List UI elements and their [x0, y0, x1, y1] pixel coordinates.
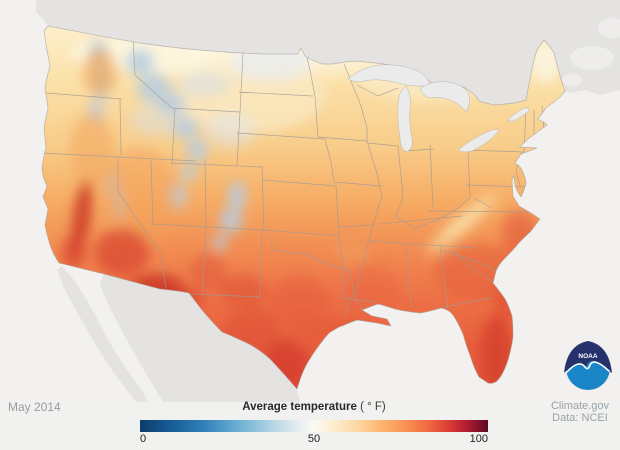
temperature-colorbar [140, 420, 488, 432]
noaa-logo-text: NOAA [578, 353, 597, 360]
legend-title-text: Average temperature [242, 401, 357, 413]
credit-data: Data: NCEI [552, 412, 608, 424]
gulf-st-lawrence [562, 18, 620, 86]
lake-michigan [397, 85, 413, 153]
great-lakes [347, 64, 530, 153]
us-temperature-map: NOAA [36, 0, 620, 402]
colorbar-ticks: 0 50 100 [140, 433, 488, 446]
legend-title-unit: ( ° F) [360, 401, 386, 413]
colorbar-tick-max: 100 [469, 433, 488, 445]
lake-ontario [507, 107, 530, 123]
us-outline [41, 25, 566, 390]
period-label: May 2014 [8, 400, 61, 414]
canada-landmass [36, 0, 620, 105]
colorbar-tick-mid: 50 [307, 433, 321, 445]
legend-title: Average temperature ( ° F) [140, 401, 488, 413]
noaa-logo: NOAA [564, 341, 612, 390]
lake-erie [457, 129, 500, 153]
credit-source: Climate.gov [550, 400, 610, 412]
lake-huron [419, 81, 470, 113]
mexico-landmass [57, 266, 300, 402]
credits: Climate.gov Data: NCEI [542, 400, 618, 424]
colorbar-tick-min: 0 [140, 433, 147, 445]
state-borders [42, 37, 549, 317]
